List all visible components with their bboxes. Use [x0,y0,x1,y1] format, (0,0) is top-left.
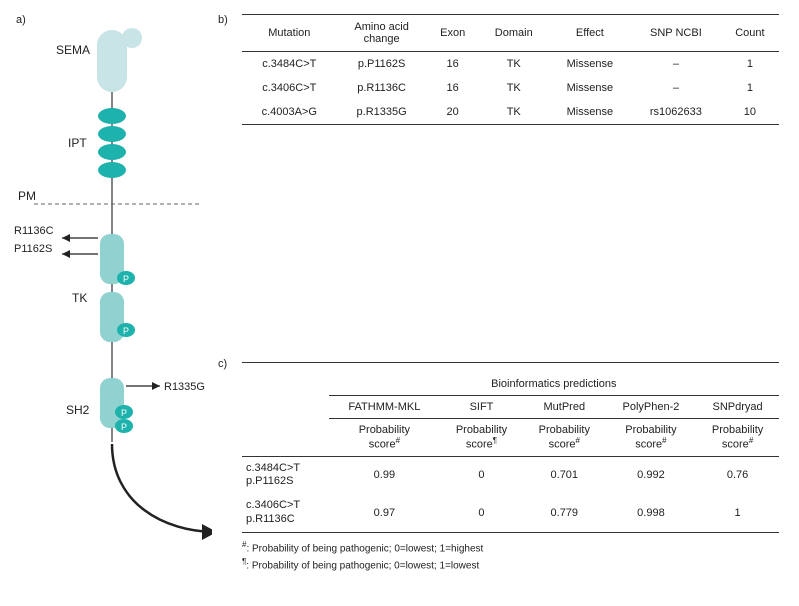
cell: 16 [427,76,479,100]
cell: Missense [549,52,631,77]
mutation-cell: c.3406C>T p.R1136C [242,494,329,532]
svg-text:R1136C: R1136C [14,225,54,237]
tool-name: FATHMM-MKL [329,396,440,419]
cell: 0.998 [606,494,696,532]
col-mutation: Mutation [242,15,337,52]
cell: TK [479,76,549,100]
tool-name: MutPred [523,396,606,419]
svg-text:TK: TK [72,291,87,305]
super-header-line [242,363,779,374]
cell: c.3484C>T [242,52,337,77]
tool-name: SNPdryad [696,396,779,419]
svg-text:P: P [123,326,129,336]
cell: 16 [427,52,479,77]
mutation-table: Mutation Amino acid change Exon Domain E… [228,14,779,125]
cell: rs1062633 [631,100,721,125]
mut-line: c.3406C>T [246,499,300,511]
col-effect: Effect [549,15,631,52]
cell: Missense [549,100,631,125]
super-header-row: Bioinformatics predictions [242,373,779,396]
score-label-row: Probabilityscore# Probabilityscore¶ Prob… [242,419,779,457]
table-b-body: c.3484C>T p.P1162S 16 TK Missense – 1 c.… [242,52,779,125]
svg-text:P: P [121,422,127,432]
cell: – [631,76,721,100]
cell: TK [479,100,549,125]
bioinformatics-table: Bioinformatics predictions FATHMM-MKL SI… [228,362,779,573]
svg-text:IPT: IPT [68,136,87,150]
cell: p.R1335G [337,100,427,125]
panel-a: a) SEMA IPT PM P P TK [12,12,212,594]
cell: 0.701 [523,456,606,494]
table-row: c.3484C>Tp.P1162S 0.99 0 0.701 0.992 0.7… [242,456,779,494]
cell: 0.992 [606,456,696,494]
tool-name: SIFT [440,396,523,419]
score-label: Probabilityscore# [696,419,779,457]
super-header-cell: Bioinformatics predictions [329,373,779,396]
protein-diagram: SEMA IPT PM P P TK R1136C P1162S [12,12,212,572]
score-label: Probabilityscore# [329,419,440,457]
tools-row: FATHMM-MKL SIFT MutPred PolyPhen-2 SNPdr… [242,396,779,419]
cell: 0.97 [329,494,440,532]
cell: 1 [696,494,779,532]
svg-text:P: P [121,408,127,418]
svg-text:SH2: SH2 [66,403,90,417]
score-label: Probabilityscore¶ [440,419,523,457]
cell: 10 [721,100,779,125]
table-row: c.4003A>G p.R1335G 20 TK Missense rs1062… [242,100,779,125]
table-row: c.3484C>T p.P1162S 16 TK Missense – 1 [242,52,779,77]
col-exon: Exon [427,15,479,52]
svg-text:PM: PM [18,189,36,203]
cell: 0.99 [329,456,440,494]
col-snp: SNP NCBI [631,15,721,52]
cell: 0 [440,494,523,532]
score-label: Probabilityscore# [523,419,606,457]
panel-b-label: b) [218,14,228,26]
col-domain: Domain [479,15,549,52]
footnotes: #: Probability of being pathogenic; 0=lo… [242,539,779,574]
cell: c.3406C>T [242,76,337,100]
mut-line: p.R1136C [246,513,295,525]
cell: 0.76 [696,456,779,494]
svg-text:SEMA: SEMA [56,43,90,57]
cell: – [631,52,721,77]
cell: c.4003A>G [242,100,337,125]
cell: 20 [427,100,479,125]
panel-c-label: c) [218,358,227,370]
col-count: Count [721,15,779,52]
mutation-cell: c.3484C>Tp.P1162S [242,456,329,494]
table-row: c.3406C>T p.R1136C 0.97 0 0.779 0.998 1 [242,494,779,532]
cell: 0 [440,456,523,494]
tool-name: PolyPhen-2 [606,396,696,419]
cell: p.P1162S [337,52,427,77]
cell: TK [479,52,549,77]
svg-text:P: P [123,274,129,284]
cell: p.R1136C [337,76,427,100]
col-aa-change: Amino acid change [337,15,427,52]
right-column: b) Mutation Amino acid change Exon Domai… [220,12,787,594]
mut-line: p.P1162S [246,475,294,487]
table-b-header-row: Mutation Amino acid change Exon Domain E… [242,15,779,52]
svg-text:P1162S: P1162S [14,243,52,255]
cell: 1 [721,52,779,77]
svg-text:R1335G: R1335G [164,381,205,393]
cell: 1 [721,76,779,100]
mut-line: c.3484C>T [246,462,300,474]
cell: Missense [549,76,631,100]
cell: 0.779 [523,494,606,532]
table-row: c.3406C>T p.R1136C 16 TK Missense – 1 [242,76,779,100]
score-label: Probabilityscore# [606,419,696,457]
